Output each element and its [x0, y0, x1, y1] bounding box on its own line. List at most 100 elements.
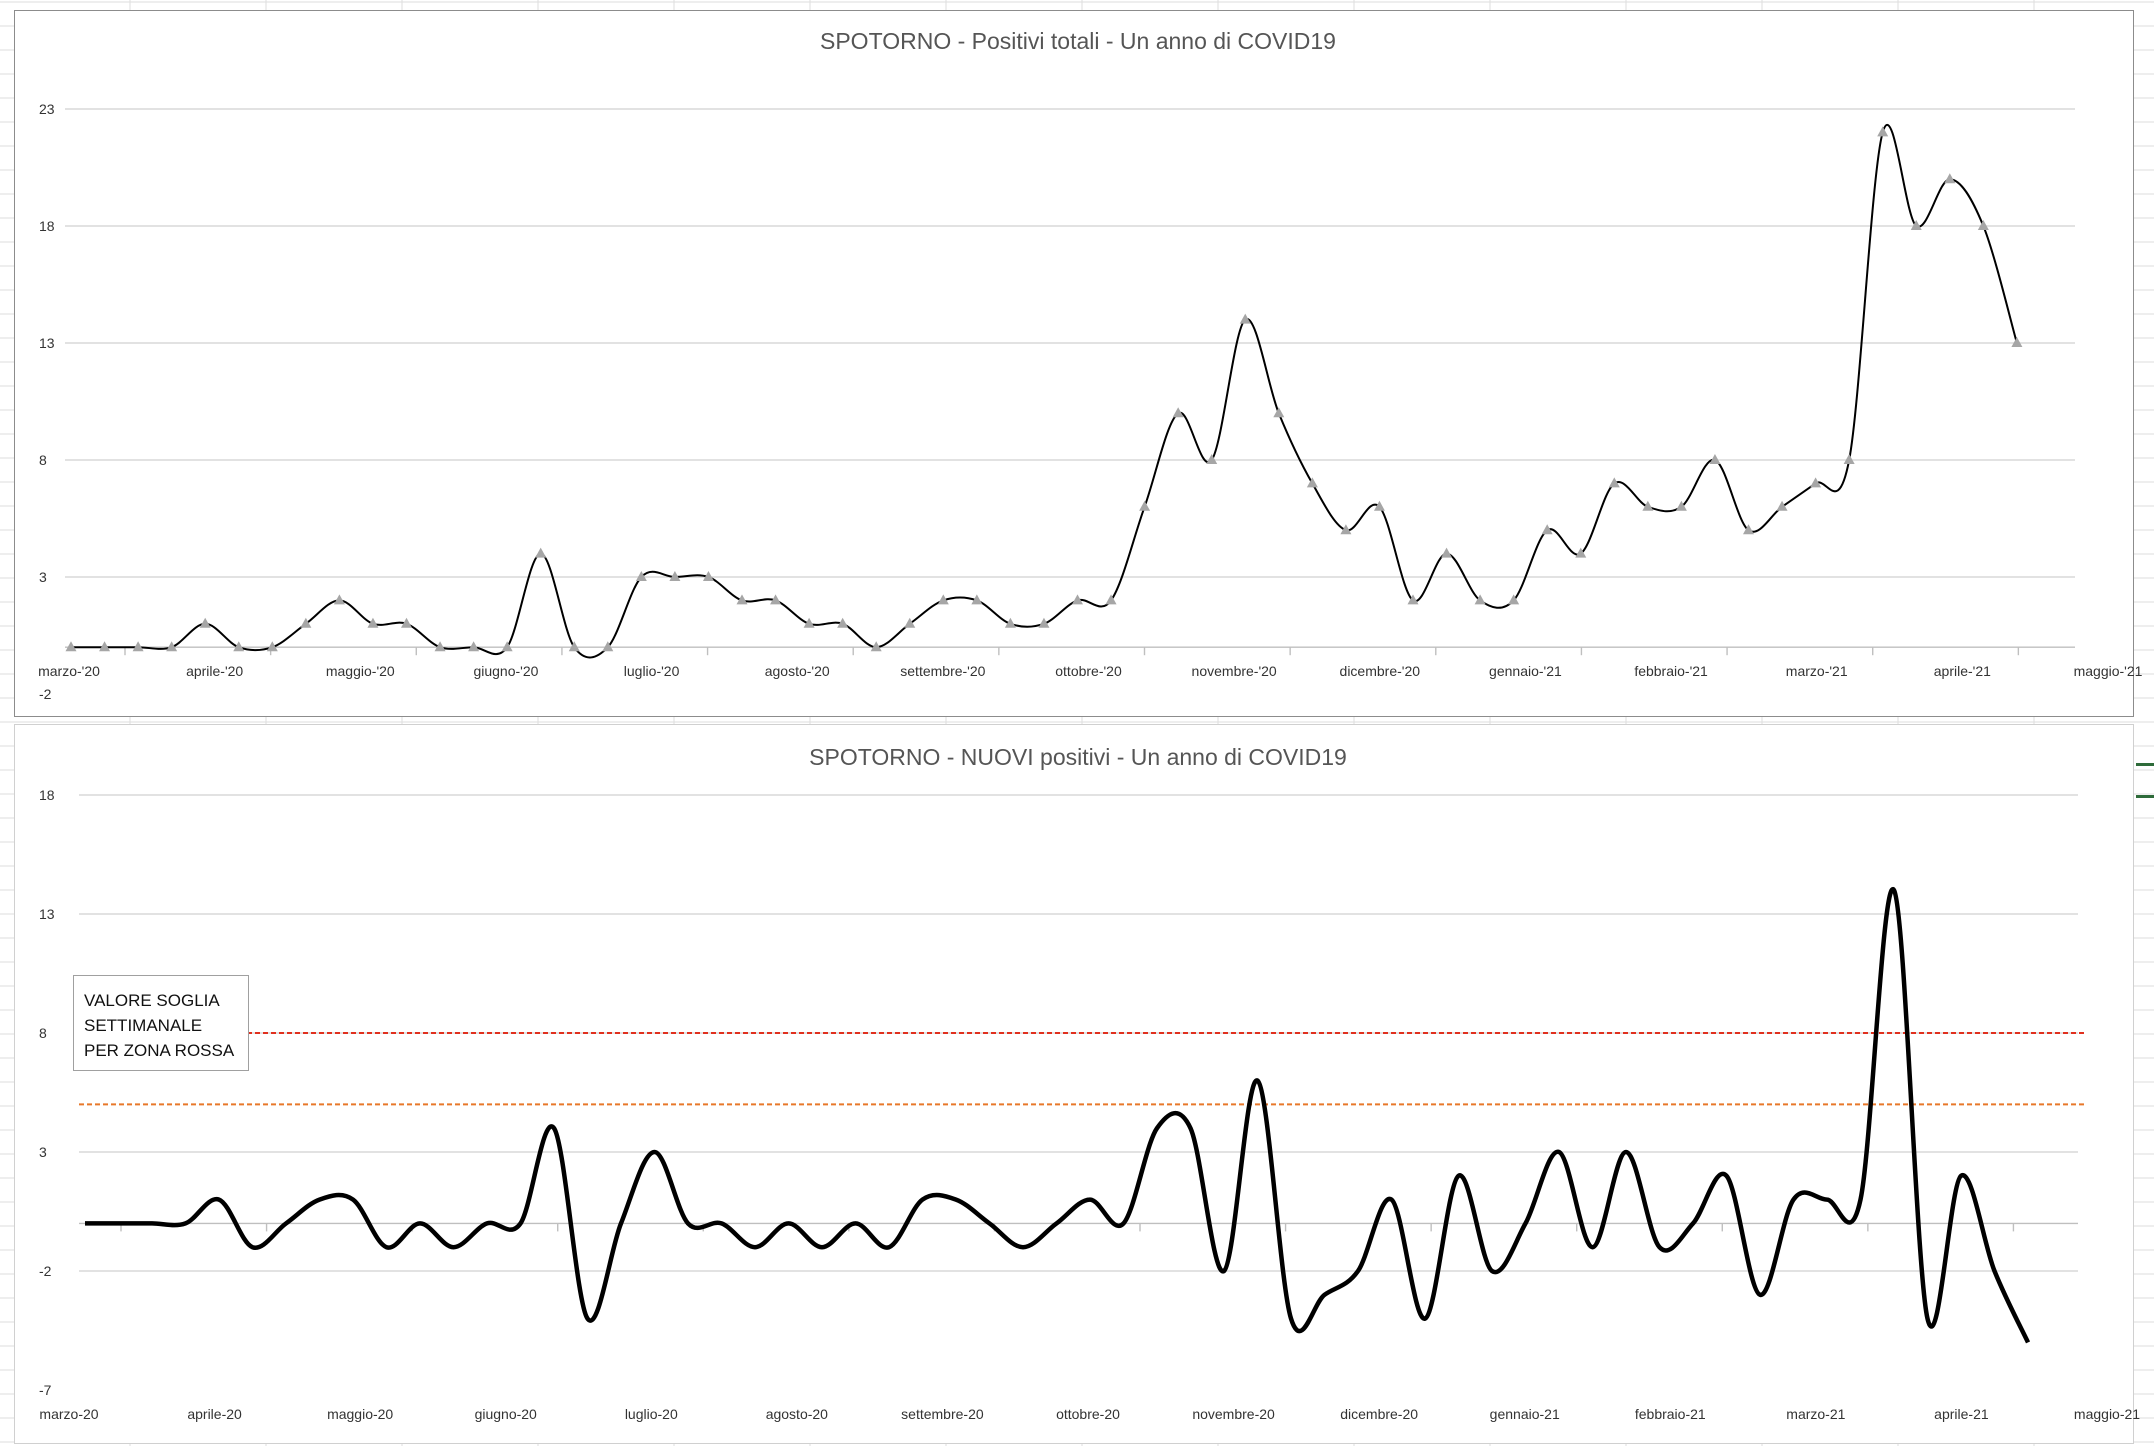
sheet-edge-marker — [2136, 795, 2154, 798]
data-point-marker — [1877, 126, 1889, 137]
data-point-marker — [166, 641, 178, 652]
y-tick-label: 13 — [39, 906, 55, 922]
data-point-marker — [1273, 407, 1285, 418]
series-line — [85, 887, 2031, 1344]
data-point-marker — [266, 641, 278, 652]
x-tick-label: dicembre-20 — [1340, 1406, 1418, 1422]
annotation-line: PER ZONA ROSSA — [84, 1041, 235, 1060]
x-tick-label: aprile-20 — [187, 1406, 242, 1422]
data-point-marker — [1474, 594, 1486, 605]
y-tick-label: 8 — [39, 1025, 47, 1041]
y-tick-label: 18 — [39, 787, 55, 803]
x-tick-label: marzo-21 — [1786, 1406, 1845, 1422]
y-tick-label: -2 — [39, 1263, 52, 1279]
total-positives-chart: SPOTORNO - Positivi totali - Un anno di … — [38, 28, 2143, 702]
x-tick-label: novembre-20 — [1192, 1406, 1275, 1422]
data-point-marker — [602, 641, 614, 652]
data-point-marker — [1407, 594, 1419, 605]
data-point-marker — [568, 641, 580, 652]
x-tick-label: gennaio-21 — [1490, 1406, 1560, 1422]
data-point-marker — [1810, 477, 1822, 488]
y-tick-label: -2 — [39, 686, 52, 702]
x-tick-label: maggio-'20 — [326, 663, 395, 679]
data-point-marker — [199, 617, 211, 628]
data-point-marker — [1340, 524, 1352, 535]
data-point-marker — [434, 641, 446, 652]
y-tick-label: 8 — [39, 452, 47, 468]
data-point-marker — [1776, 500, 1788, 511]
data-point-marker — [937, 594, 949, 605]
data-point-marker — [702, 571, 714, 581]
data-point-marker — [1139, 500, 1151, 511]
x-tick-label: aprile-'21 — [1934, 663, 1991, 679]
x-tick-label: gennaio-'21 — [1489, 663, 1562, 679]
x-tick-label: febbraio-21 — [1635, 1406, 1706, 1422]
data-point-marker — [300, 617, 312, 628]
data-point-marker — [803, 617, 815, 628]
data-point-marker — [971, 594, 983, 605]
data-point-marker — [1105, 594, 1117, 605]
data-point-marker — [1608, 477, 1620, 488]
data-point-marker — [1843, 454, 1855, 464]
data-point-marker — [1373, 500, 1385, 511]
y-tick-label: 18 — [39, 218, 55, 234]
gridlines — [65, 108, 2075, 578]
data-point-marker — [501, 641, 513, 652]
x-tick-label: marzo-'21 — [1786, 663, 1848, 679]
data-point-marker — [99, 641, 111, 652]
x-tick-label: maggio-'21 — [2074, 663, 2143, 679]
data-point-marker — [1541, 524, 1553, 535]
data-point-marker — [65, 641, 77, 652]
data-point-marker — [132, 641, 144, 652]
y-tick-label: 3 — [39, 569, 47, 585]
data-point-marker — [1206, 454, 1218, 464]
x-tick-label: agosto-'20 — [765, 663, 830, 679]
data-point-marker — [635, 571, 647, 581]
x-tick-label: luglio-'20 — [624, 663, 680, 679]
chart-title: SPOTORNO - NUOVI positivi - Un anno di C… — [809, 744, 1347, 770]
y-tick-label: 3 — [39, 1144, 47, 1160]
data-point-marker — [1441, 547, 1453, 558]
chart-title: SPOTORNO - Positivi totali - Un anno di … — [820, 28, 1336, 54]
data-point-marker — [367, 617, 379, 628]
sheet-edge-marker — [2136, 763, 2154, 766]
data-point-marker — [837, 617, 849, 628]
data-point-marker — [1910, 220, 1922, 230]
x-tick-label: ottobre-'20 — [1055, 663, 1122, 679]
chart-panel-total-positives[interactable]: SPOTORNO - Positivi totali - Un anno di … — [14, 10, 2143, 717]
data-point-marker — [1675, 500, 1687, 511]
x-tick-label: aprile-21 — [1934, 1406, 1989, 1422]
annotation-line: VALORE SOGLIA — [84, 991, 220, 1010]
threshold-annotation-box: VALORE SOGLIA SETTIMANALE PER ZONA ROSSA — [73, 975, 249, 1071]
data-point-marker — [904, 617, 916, 628]
x-tick-label: aprile-'20 — [186, 663, 243, 679]
data-point-marker — [401, 617, 412, 628]
data-point-marker — [1072, 594, 1083, 605]
x-tick-label: settembre-20 — [901, 1406, 984, 1422]
data-point-marker — [1239, 313, 1251, 324]
chart-panel-new-positives[interactable]: SPOTORNO - NUOVI positivi - Un anno di C… — [14, 724, 2140, 1444]
x-tick-label: dicembre-'20 — [1340, 663, 1421, 679]
data-point-marker — [1306, 477, 1318, 488]
data-point-marker — [1172, 407, 1184, 418]
new-positives-chart: SPOTORNO - NUOVI positivi - Un anno di C… — [39, 744, 2140, 1422]
data-point-marker — [1944, 173, 1956, 184]
x-tick-label: giugno-20 — [475, 1406, 537, 1422]
x-tick-label: marzo-'20 — [38, 663, 100, 679]
x-tick-label: maggio-20 — [327, 1406, 393, 1422]
y-tick-label: 13 — [39, 335, 55, 351]
data-point-marker — [1575, 547, 1587, 558]
series-line — [71, 123, 2018, 659]
y-tick-label: -7 — [39, 1382, 52, 1398]
x-tick-label: giugno-'20 — [473, 663, 538, 679]
x-tick-label: maggio-21 — [2074, 1406, 2140, 1422]
data-point-marker — [1977, 220, 1989, 230]
data-point-marker — [1508, 594, 1520, 605]
x-tick-label: novembre-'20 — [1192, 663, 1277, 679]
data-point-marker — [468, 641, 480, 652]
data-point-marker — [669, 571, 681, 581]
data-point-marker — [1642, 500, 1654, 511]
x-tick-label: luglio-20 — [625, 1406, 678, 1422]
data-point-marker — [770, 594, 782, 605]
data-point-marker — [535, 547, 547, 558]
